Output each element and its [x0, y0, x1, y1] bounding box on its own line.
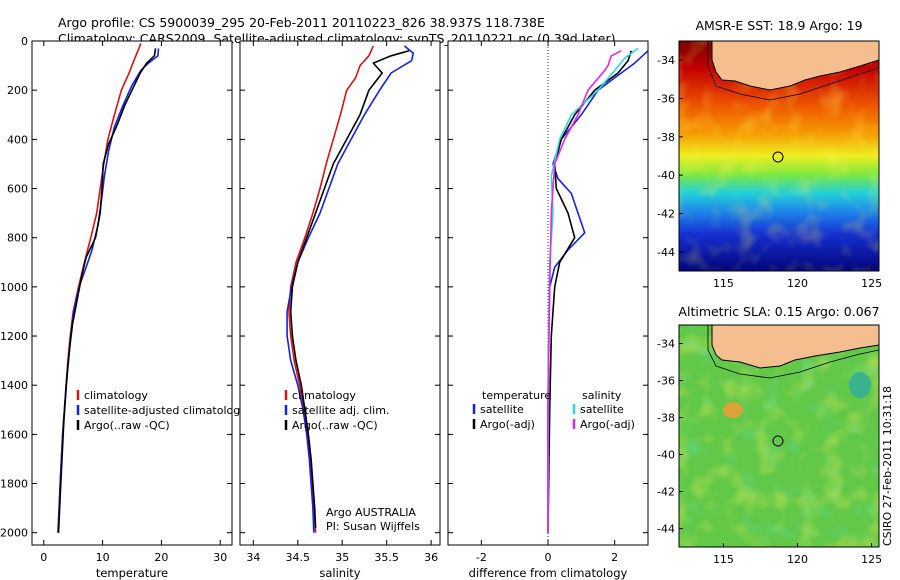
temp-plot-area [31, 40, 233, 546]
map-y-tick-label: -38 [657, 131, 675, 144]
map-x-tick-label: 120 [787, 553, 808, 566]
map-y-tick-label: -40 [657, 449, 675, 462]
sst-coast-contour [707, 41, 879, 101]
sal-x-axis-label: salinity [319, 566, 360, 580]
y-tick-label: 200 [7, 84, 28, 97]
legend-entry: satellite-adjusted climatology [84, 404, 247, 417]
y-tick-label: 2000 [0, 527, 28, 540]
sal-x-tick-label: 36 [424, 551, 438, 564]
map-y-tick-label: -44 [657, 246, 675, 259]
sla-argo-marker [772, 435, 784, 447]
map-y-tick-label: -40 [657, 169, 675, 182]
y-tick-label: 1000 [0, 281, 28, 294]
legend-entry: climatology [84, 389, 148, 402]
argo-annotation: Argo AUSTRALIA [326, 506, 416, 519]
legend-entry: Argo(-adj) [580, 418, 635, 431]
argo-annotation: PI: Susan Wijffels [326, 520, 420, 533]
y-tick-label: 600 [7, 183, 28, 196]
legend-entry: Argo(..raw -QC) [84, 419, 170, 432]
sla-anomaly-cool [849, 372, 871, 398]
legend-entry: Argo(..raw -QC) [292, 419, 378, 432]
diff-x-tick-label: 2 [611, 551, 618, 564]
legend-entry: satellite [480, 403, 524, 416]
map-x-tick-label: 125 [861, 277, 882, 290]
diff-x-tick-label: -2 [476, 551, 487, 564]
diff-series-salinity-argo-adj- [547, 50, 622, 533]
map-y-tick-label: -44 [657, 523, 675, 536]
y-tick-label: 400 [7, 133, 28, 146]
sst-map-title: AMSR-E SST: 18.9 Argo: 19 [695, 18, 862, 33]
legend-entry: satellite adj. clim. [292, 404, 389, 417]
sal-series-argo-raw-qc- [289, 50, 410, 528]
sal-x-tick-label: 35 [335, 551, 349, 564]
salinity-profile-chart: 34 34.5 35 35.5 36 salinity climatology satelli… [239, 40, 441, 580]
figure-title-line-1: Argo profile: CS 5900039_295 20-Feb-2011… [58, 15, 545, 30]
y-tick-label: 1200 [0, 330, 28, 343]
sla-land [711, 325, 879, 369]
map-y-tick-label: -42 [657, 208, 675, 221]
legend-header-salinity: salinity [582, 389, 622, 402]
sst-land [711, 41, 879, 91]
map-x-tick-label: 115 [713, 553, 734, 566]
legend-entry: climatology [292, 389, 356, 402]
sla-map-frame [678, 324, 880, 548]
temp-series-argo-raw-qc- [57, 48, 157, 533]
sal-plot-area [239, 40, 441, 546]
sal-x-tick-label: 34 [246, 551, 260, 564]
temp-x-tick-label: 0 [40, 551, 47, 564]
map-x-tick-label: 120 [787, 277, 808, 290]
temp-x-tick-label: 10 [96, 551, 110, 564]
sla-map: Altimetric SLA: 0.15 Argo: 0.067 115 120 1… [657, 304, 882, 566]
sla-anomaly-warm [723, 402, 743, 418]
legend-entry: satellite [580, 403, 624, 416]
legend-entry: Argo(-adj) [480, 418, 535, 431]
difference-profile-chart: -2 0 2 difference from climatology temperatu… [447, 40, 649, 580]
map-x-tick-label: 115 [713, 277, 734, 290]
y-tick-label: 1600 [0, 428, 28, 441]
diff-series-temperature-argo-adj- [547, 50, 633, 533]
legend-header-temperature: temperature [482, 389, 551, 402]
y-tick-label: 1800 [0, 478, 28, 491]
sal-series-climatology [288, 45, 375, 533]
sal-x-tick-label: 35.5 [374, 551, 399, 564]
y-tick-label: 800 [7, 232, 28, 245]
map-y-tick-label: -36 [657, 93, 675, 106]
timestamp-label: CSIRO 27-Feb-2011 10:31:18 [881, 386, 894, 546]
temp-x-tick-label: 30 [213, 551, 227, 564]
map-y-tick-label: -34 [657, 54, 675, 67]
sla-coast-contour [707, 325, 879, 379]
sst-argo-marker [772, 151, 784, 163]
sst-map-frame [678, 40, 880, 272]
sal-x-tick-label: 34.5 [286, 551, 311, 564]
y-tick-label: 0 [21, 35, 28, 48]
diff-x-tick-label: 0 [545, 551, 552, 564]
diff-x-axis-label: difference from climatology [469, 566, 628, 580]
temp-x-tick-label: 20 [154, 551, 168, 564]
sla-map-title: Altimetric SLA: 0.15 Argo: 0.067 [678, 304, 879, 319]
y-tick-label: 1400 [0, 379, 28, 392]
map-x-tick-label: 125 [861, 553, 882, 566]
sst-map: AMSR-E SST: 18.9 Argo: 19 115 120 125 -34 -3… [657, 18, 882, 290]
temp-x-axis-label: temperature [96, 566, 168, 580]
map-y-tick-label: -42 [657, 486, 675, 499]
temperature-profile-chart: 0 200 400 600 800 1000 1200 1400 1600 1800 2000 0 10… [0, 35, 247, 580]
map-y-tick-label: -36 [657, 375, 675, 388]
map-y-tick-label: -34 [657, 338, 675, 351]
map-y-tick-label: -38 [657, 412, 675, 425]
